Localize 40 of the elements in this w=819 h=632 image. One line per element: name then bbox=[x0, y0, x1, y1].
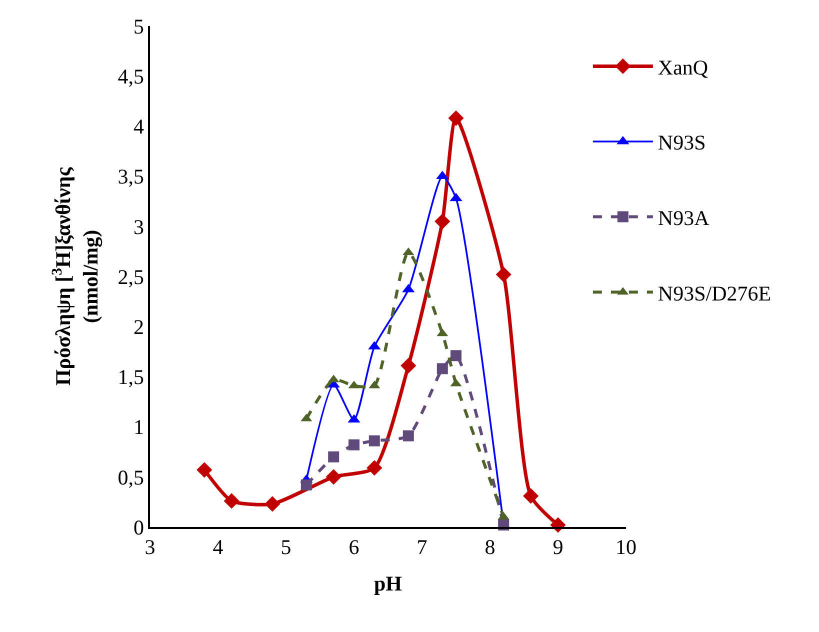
point bbox=[436, 363, 448, 374]
point bbox=[196, 462, 212, 478]
y-tick-label: 0,5 bbox=[118, 465, 144, 490]
point bbox=[224, 493, 240, 509]
x-tick-label: 9 bbox=[552, 534, 564, 559]
point bbox=[326, 469, 342, 485]
point bbox=[264, 496, 280, 512]
y-tick-label: 5 bbox=[134, 14, 144, 38]
y-tick-label: 2 bbox=[134, 314, 144, 339]
x-tick-label: 7 bbox=[416, 534, 428, 559]
point bbox=[496, 266, 512, 282]
point bbox=[400, 358, 416, 374]
y-tick-label: 3,5 bbox=[118, 164, 144, 189]
point bbox=[402, 430, 414, 442]
point bbox=[368, 435, 380, 446]
x-tick-label: 6 bbox=[348, 534, 360, 559]
point bbox=[448, 110, 464, 126]
x-tick-label: 8 bbox=[484, 534, 496, 559]
y-tick-label: 4 bbox=[134, 114, 145, 139]
y-tick-label: 1 bbox=[134, 415, 144, 440]
point bbox=[523, 488, 539, 504]
y-tick-label: 2,5 bbox=[118, 264, 144, 289]
legend-label: N93A bbox=[658, 206, 710, 230]
point bbox=[434, 214, 450, 230]
point bbox=[300, 479, 312, 490]
point bbox=[450, 350, 462, 362]
point bbox=[366, 460, 382, 476]
x-axis-title: pH bbox=[374, 572, 402, 596]
legend-label: XanQ bbox=[658, 55, 708, 80]
point bbox=[348, 439, 360, 450]
x-tick-label: 10 bbox=[616, 534, 636, 559]
x-tick-label: 4 bbox=[212, 534, 224, 559]
legend-label: N93S/D276E bbox=[658, 281, 772, 306]
y-tick-label: 3 bbox=[134, 214, 144, 239]
legend-label: N93S bbox=[658, 130, 706, 155]
y-tick-label: 0 bbox=[134, 515, 144, 540]
y-tick-label: 4,5 bbox=[118, 64, 144, 88]
point bbox=[328, 451, 340, 462]
x-tick-label: 5 bbox=[280, 534, 292, 559]
y-tick-label: 1,5 bbox=[118, 365, 144, 390]
